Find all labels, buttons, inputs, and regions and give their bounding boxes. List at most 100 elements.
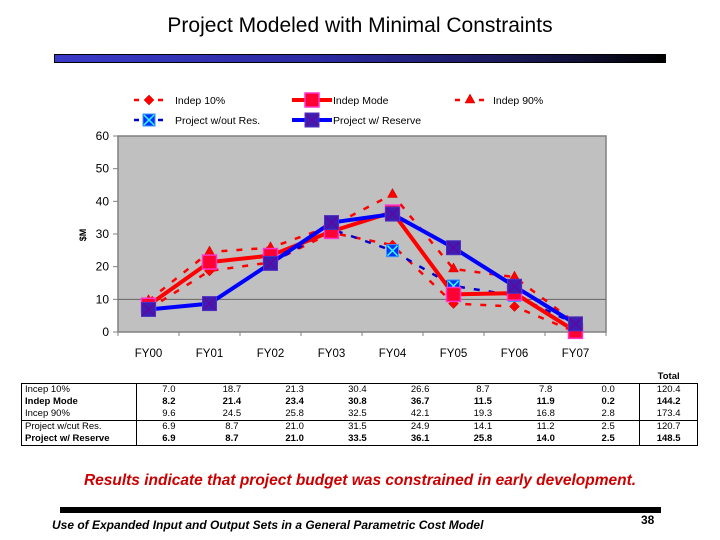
page-number: 38 (641, 513, 655, 527)
table-cell: 21.3 (263, 383, 327, 396)
table-cell: 30.4 (326, 383, 389, 396)
series-line-4 (148, 212, 577, 326)
table-cell: 7.8 (514, 383, 578, 396)
table-cell: 8.7 (200, 420, 264, 433)
table-row: Indep Mode 8.2 21.4 23.4 30.8 36.7 11.5 11.9 0.2… (20, 396, 698, 408)
table-cell: 2.5 (577, 433, 640, 446)
data-point-x-square (386, 244, 399, 258)
data-point-square-x (568, 316, 583, 332)
row-label: Incep 10% (20, 383, 138, 396)
table-cell: 25.8 (451, 433, 515, 446)
x-tick-label: FY03 (318, 348, 346, 360)
data-point-square-x (263, 255, 278, 271)
table-cell: 21.0 (263, 420, 327, 433)
table-cell: 14.0 (514, 433, 578, 446)
data-point-square-x (385, 206, 400, 222)
table-cell: 11.2 (514, 420, 578, 433)
table-cell: 21.0 (263, 433, 327, 446)
slide-title: Project Modeled with Minimal Constraints (167, 14, 553, 37)
x-tick-label: FY06 (501, 348, 529, 360)
y-tick-label: 60 (96, 129, 110, 143)
table-row: Incep 90% 9.6 24.5 25.8 32.5 42.1 19.3 16.8 2.8 1… (20, 408, 698, 421)
table-cell: 8.2 (162, 396, 176, 407)
table-cell: 23.4 (285, 396, 304, 407)
table-cell: 25.8 (285, 408, 304, 419)
table-cell: 11.9 (536, 396, 555, 407)
data-point-square-x (324, 215, 339, 231)
x-tick-label: FY02 (257, 348, 285, 360)
table-cell: 2.8 (601, 408, 615, 419)
data-point-triangle (387, 187, 398, 198)
line-chart: 0 10 20 30 40 50 60 $M FY00 FY01 FY02 FY03 FY04 FY05 F… (78, 92, 607, 360)
row-total: 173.4 (639, 408, 698, 421)
data-point-square-x (507, 278, 522, 294)
data-point-square (201, 254, 218, 270)
y-axis-label: $M (78, 229, 88, 242)
legend-label: Project w/out Res. (175, 115, 260, 127)
table-cell: 2.5 (577, 420, 640, 433)
table-cell: 16.8 (536, 408, 555, 419)
x-tick-label: FY07 (562, 348, 590, 360)
data-point-square (445, 286, 462, 303)
table-row: Incep 10% 7.0 18.7 21.3 30.4 26.6 8.7 7.8 0.0 120… (20, 383, 698, 396)
table-cell: 11.5 (473, 396, 492, 407)
footer-text: Use of Expanded Input and Output Sets in… (52, 518, 484, 532)
y-tick-label: 10 (96, 292, 110, 306)
table-cell: 24.5 (222, 408, 242, 419)
table-cell: 19.3 (473, 408, 493, 419)
table-cell: 36.1 (388, 433, 452, 446)
table-cell: 32.5 (348, 408, 367, 419)
table-cell: 33.5 (326, 433, 389, 446)
table-cell: 18.7 (200, 383, 264, 396)
legend-label: Indep 10% (175, 95, 225, 107)
data-table: Total Incep 10% 7.0 18.7 21.3 30.4 26.6 8.7 7.8 0… (20, 370, 698, 446)
table-cell: 0.2 (601, 396, 615, 407)
legend-marker-square (304, 92, 320, 108)
data-point-square-x (446, 240, 461, 256)
row-total: 120.4 (639, 383, 698, 396)
data-point-square-x (202, 296, 217, 312)
table-row: Project w/cut Res. 6.9 8.7 21.0 31.5 24.9 14.1… (20, 420, 698, 433)
table-row: Project w/ Reserve 6.9 8.7 21.0 33.5 36.1 25.8… (20, 433, 698, 446)
legend-label: Project w/ Reserve (333, 115, 421, 127)
table-cell: 30.8 (348, 396, 367, 407)
table-cell: 0.0 (577, 383, 640, 396)
row-label: Incep 90% (20, 408, 138, 421)
y-tick-label: 50 (96, 162, 110, 176)
legend-marker-triangle (464, 93, 476, 104)
row-total: 148.5 (639, 433, 698, 446)
table-cell: 8.7 (200, 433, 264, 446)
y-tick-label: 30 (96, 227, 110, 241)
table-cell: 21.4 (222, 396, 242, 407)
legend-marker-diamond (143, 94, 155, 106)
table-header-row: Total (22, 370, 698, 384)
data-point-triangle (448, 262, 459, 273)
x-tick-label: FY00 (135, 348, 163, 360)
row-label: Project w/cut Res. (20, 420, 138, 433)
table-cell: 31.5 (326, 420, 389, 433)
table-cell: 6.9 (136, 420, 201, 433)
row-total: 144.2 (639, 396, 698, 408)
data-table-container: Total Incep 10% 7.0 18.7 21.3 30.4 26.6 8.7 7.8 0… (20, 370, 698, 446)
data-point-diamond (509, 301, 520, 312)
y-tick-label: 40 (96, 194, 110, 208)
table-cell: 42.1 (410, 408, 430, 419)
x-tick-label: FY01 (196, 348, 224, 360)
table-cell: 36.7 (410, 396, 430, 407)
row-label: Project w/ Reserve (20, 433, 138, 446)
table-cell: 7.0 (136, 383, 201, 396)
table-cell: 9.6 (162, 408, 176, 419)
conclusion-callout: Results indicate that project budget was… (83, 472, 637, 489)
table-cell: 24.9 (388, 420, 452, 433)
row-total: 120.7 (639, 420, 698, 433)
legend-marker-x-square (142, 113, 156, 127)
total-header: Total (657, 370, 680, 382)
x-tick-label: FY05 (440, 348, 468, 360)
legend-label: Indep 90% (493, 95, 543, 107)
x-tick-label: FY04 (379, 348, 407, 360)
y-tick-label: 0 (102, 325, 109, 339)
series-line-2 (147, 193, 577, 324)
series-line-1 (147, 210, 577, 334)
table-cell: 26.6 (388, 383, 452, 396)
y-tick-label: 20 (96, 260, 110, 274)
